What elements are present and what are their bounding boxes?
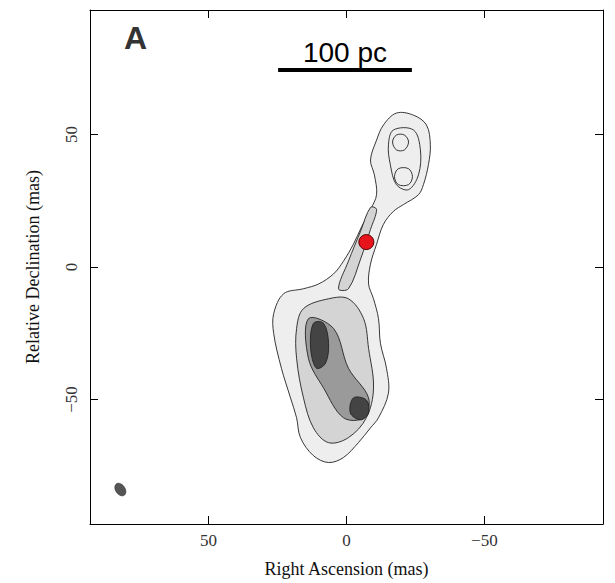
svg-text:50: 50: [200, 531, 217, 550]
svg-text:50: 50: [62, 126, 81, 143]
svg-text:0: 0: [342, 531, 351, 550]
svg-text:A: A: [124, 20, 147, 56]
svg-text:−50: −50: [471, 531, 498, 550]
svg-text:−50: −50: [62, 386, 81, 413]
svg-text:Right Ascension (mas): Right Ascension (mas): [265, 559, 429, 580]
svg-text:0: 0: [62, 263, 81, 272]
svg-text:Relative Declination (mas): Relative Declination (mas): [23, 170, 44, 364]
svg-text:100 pc: 100 pc: [303, 37, 387, 68]
